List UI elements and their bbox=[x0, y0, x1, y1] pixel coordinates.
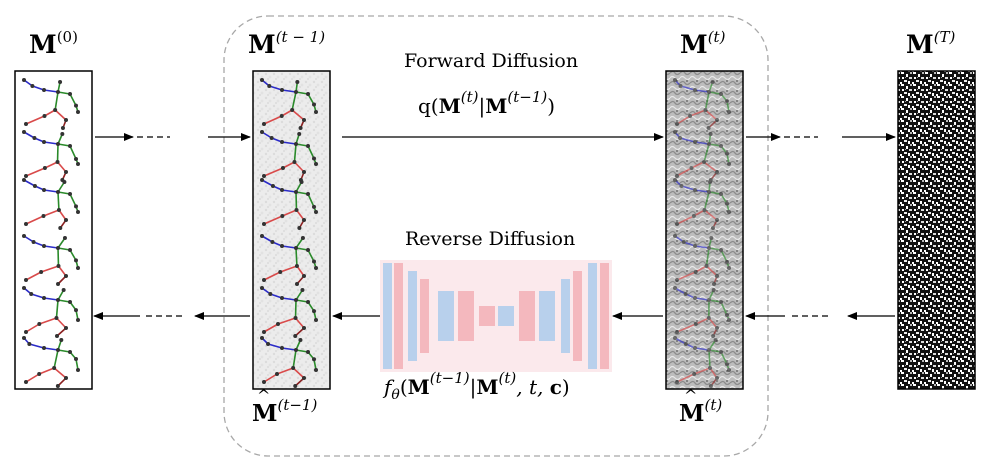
label-mhat-t: M(t) bbox=[679, 386, 722, 427]
skeleton-poses-mt bbox=[673, 78, 731, 388]
diffusion-step-box bbox=[223, 15, 769, 457]
panel-mt bbox=[665, 70, 744, 390]
skeleton-poses-m0 bbox=[22, 78, 80, 388]
label-mt: M(t) bbox=[680, 28, 726, 60]
label-mhat-t-minus-1: M(t−1) bbox=[252, 386, 317, 427]
reverse-diffusion-title: Reverse Diffusion bbox=[405, 228, 576, 250]
unet-denoiser bbox=[380, 260, 612, 372]
skeleton-poses-mt-minus-1 bbox=[260, 78, 318, 388]
label-m0: M(0) bbox=[29, 28, 78, 60]
reverse-diffusion-equation: fθ(M(t−1)|M(t), t, c) bbox=[384, 369, 570, 404]
label-mT: M(T) bbox=[906, 28, 956, 60]
label-mt-minus-1: M(t − 1) bbox=[248, 28, 326, 60]
panel-mT bbox=[897, 70, 976, 390]
forward-diffusion-equation: q(M(t)|M(t−1)) bbox=[418, 88, 556, 119]
forward-diffusion-title: Forward Diffusion bbox=[404, 50, 579, 72]
